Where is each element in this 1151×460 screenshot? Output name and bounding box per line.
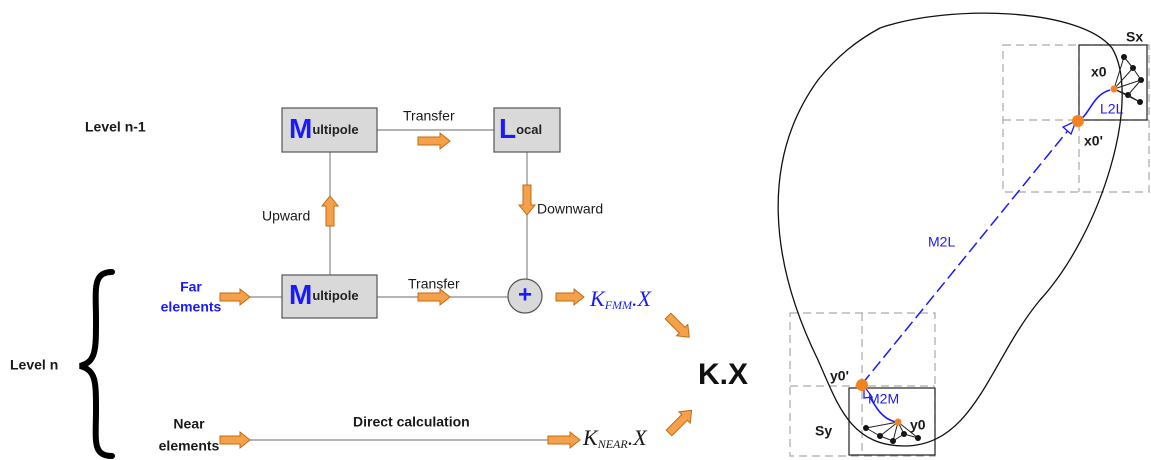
input-label: elements xyxy=(159,438,220,454)
arrow-shape xyxy=(219,287,251,307)
point-label: Sy xyxy=(815,423,832,439)
box-initial: L xyxy=(499,113,516,144)
flow-arrow xyxy=(320,195,340,227)
cluster-edge xyxy=(879,421,899,437)
arrow-shape xyxy=(320,195,340,227)
formula-suffix: .X xyxy=(632,286,653,311)
expansion-center xyxy=(856,379,868,391)
arrow-shape xyxy=(664,312,690,338)
flow-arrow xyxy=(219,430,251,450)
operator-label: M2M xyxy=(868,391,899,407)
point-label: x0' xyxy=(1084,133,1103,149)
arrow-shape xyxy=(417,287,451,307)
arrow-shape xyxy=(417,131,451,151)
dashed-grid xyxy=(1002,44,1150,193)
box-label: Multipole xyxy=(289,279,359,310)
flow-arrow xyxy=(665,409,693,437)
point-label: y0' xyxy=(830,368,849,384)
cluster-edge xyxy=(879,435,894,442)
arrow-shape xyxy=(219,430,251,450)
output-formula: KNEAR.X xyxy=(582,425,648,451)
cluster-edge xyxy=(1113,56,1125,90)
flow-arrow xyxy=(555,287,585,307)
cluster-edge xyxy=(865,421,899,429)
cell-center xyxy=(1110,85,1118,93)
edge-label: Transfer xyxy=(403,108,455,124)
arrow-shape xyxy=(665,409,693,437)
level-label: Level n xyxy=(10,357,58,373)
m2l-link xyxy=(861,127,1071,385)
multipole-box xyxy=(281,274,378,319)
flow-arrow xyxy=(517,184,537,216)
box-initial: M xyxy=(289,113,312,144)
cell-box xyxy=(1078,44,1148,121)
point-label: y0 xyxy=(910,417,926,433)
formula-subscript: FMM xyxy=(604,298,633,312)
edge-label: Downward xyxy=(537,201,603,217)
arrow-shape xyxy=(555,287,585,307)
level-label: Level n-1 xyxy=(85,119,146,135)
sum-symbol: + xyxy=(518,281,532,308)
box-rest: ultipole xyxy=(312,122,358,137)
cluster-edge xyxy=(1113,79,1142,90)
box-label: Local xyxy=(499,113,542,144)
cluster-edge xyxy=(865,427,881,437)
domain-outline xyxy=(777,12,1123,447)
point-label: x0 xyxy=(1091,64,1107,80)
arrow-shape xyxy=(547,430,581,450)
formula-base: K xyxy=(589,286,606,311)
operator-label: L2L xyxy=(1100,101,1124,117)
cluster-edge xyxy=(1123,56,1134,69)
output-formula: KFMM.X xyxy=(589,286,653,312)
local-box xyxy=(493,107,561,153)
expansion-center xyxy=(1072,115,1084,127)
input-label: Near xyxy=(173,416,205,432)
cluster-edge xyxy=(1127,94,1141,103)
arrow-shape xyxy=(517,184,537,216)
box-initial: M xyxy=(289,279,312,310)
box-rest: ocal xyxy=(516,122,542,137)
input-label: elements xyxy=(161,299,222,315)
operator-label: M2L xyxy=(928,234,955,250)
multipole-box xyxy=(281,107,378,153)
cluster-edge xyxy=(1132,67,1142,81)
flow-arrow xyxy=(664,312,690,338)
formula-suffix: .X xyxy=(628,425,649,450)
cluster-edge xyxy=(892,433,905,442)
edge-label: Upward xyxy=(262,208,310,224)
cluster-edge xyxy=(903,433,919,439)
brace xyxy=(79,269,115,459)
formula-base: K xyxy=(582,425,599,450)
sum-node xyxy=(507,278,543,314)
cluster-edge xyxy=(1127,79,1142,96)
box-rest: ultipole xyxy=(312,288,358,303)
flow-arrow xyxy=(219,287,251,307)
point-label: Sx xyxy=(1126,29,1143,45)
cluster-edge xyxy=(1113,67,1134,90)
result-label: K.X xyxy=(698,358,748,391)
edge-label: Direct calculation xyxy=(353,414,470,430)
formula-subscript: NEAR xyxy=(597,437,629,451)
arrowhead xyxy=(1061,119,1078,136)
input-label: Far xyxy=(180,279,202,295)
box-label: Multipole xyxy=(289,113,359,144)
flow-arrow xyxy=(417,287,451,307)
cell-center xyxy=(894,418,902,426)
flow-arrow xyxy=(547,430,581,450)
cluster-edge xyxy=(897,421,919,439)
flow-arrow xyxy=(417,131,451,151)
edge-label: Transfer xyxy=(408,276,460,292)
